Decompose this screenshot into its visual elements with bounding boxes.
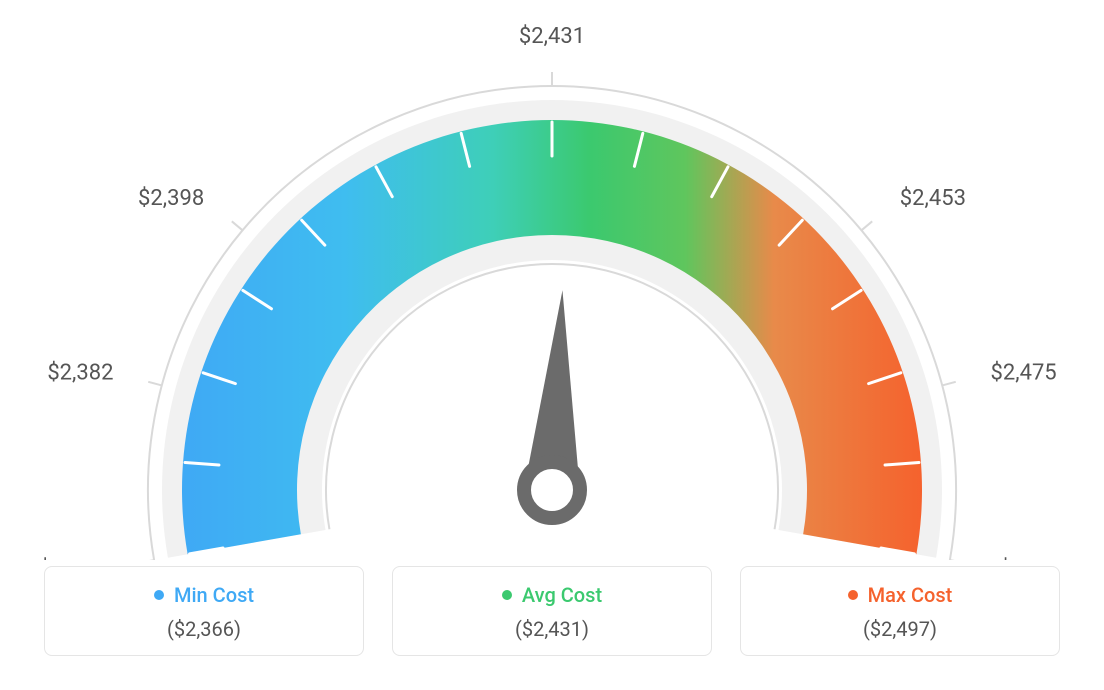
legend-label-max: Max Cost bbox=[868, 583, 953, 607]
legend-label-min: Min Cost bbox=[174, 583, 254, 607]
gauge-svg: $2,366 $2,382 $2,398 $2,431 $2,453 $2,475 $2,4… bbox=[0, 0, 1104, 560]
svg-text:$2,398: $2,398 bbox=[138, 186, 204, 211]
legend-value-max: ($2,497) bbox=[751, 617, 1049, 641]
legend-title-max: Max Cost bbox=[848, 583, 953, 607]
legend-card-max: Max Cost ($2,497) bbox=[740, 566, 1060, 656]
gauge-chart: $2,366 $2,382 $2,398 $2,431 $2,453 $2,475 $2,4… bbox=[0, 0, 1104, 560]
legend-dot-max bbox=[848, 590, 858, 600]
legend-label-avg: Avg Cost bbox=[522, 583, 602, 607]
svg-text:$2,497: $2,497 bbox=[999, 557, 1065, 560]
legend-title-avg: Avg Cost bbox=[502, 583, 602, 607]
svg-text:$2,382: $2,382 bbox=[47, 360, 113, 385]
legend-value-avg: ($2,431) bbox=[403, 617, 701, 641]
legend-row: Min Cost ($2,366) Avg Cost ($2,431) Max … bbox=[0, 566, 1104, 656]
legend-title-min: Min Cost bbox=[154, 583, 254, 607]
legend-value-min: ($2,366) bbox=[55, 617, 353, 641]
legend-dot-min bbox=[154, 590, 164, 600]
legend-card-min: Min Cost ($2,366) bbox=[44, 566, 364, 656]
svg-text:$2,453: $2,453 bbox=[900, 186, 966, 211]
svg-text:$2,431: $2,431 bbox=[519, 24, 585, 49]
legend-card-avg: Avg Cost ($2,431) bbox=[392, 566, 712, 656]
legend-dot-avg bbox=[502, 590, 512, 600]
svg-text:$2,366: $2,366 bbox=[39, 557, 105, 560]
svg-text:$2,475: $2,475 bbox=[991, 360, 1057, 385]
